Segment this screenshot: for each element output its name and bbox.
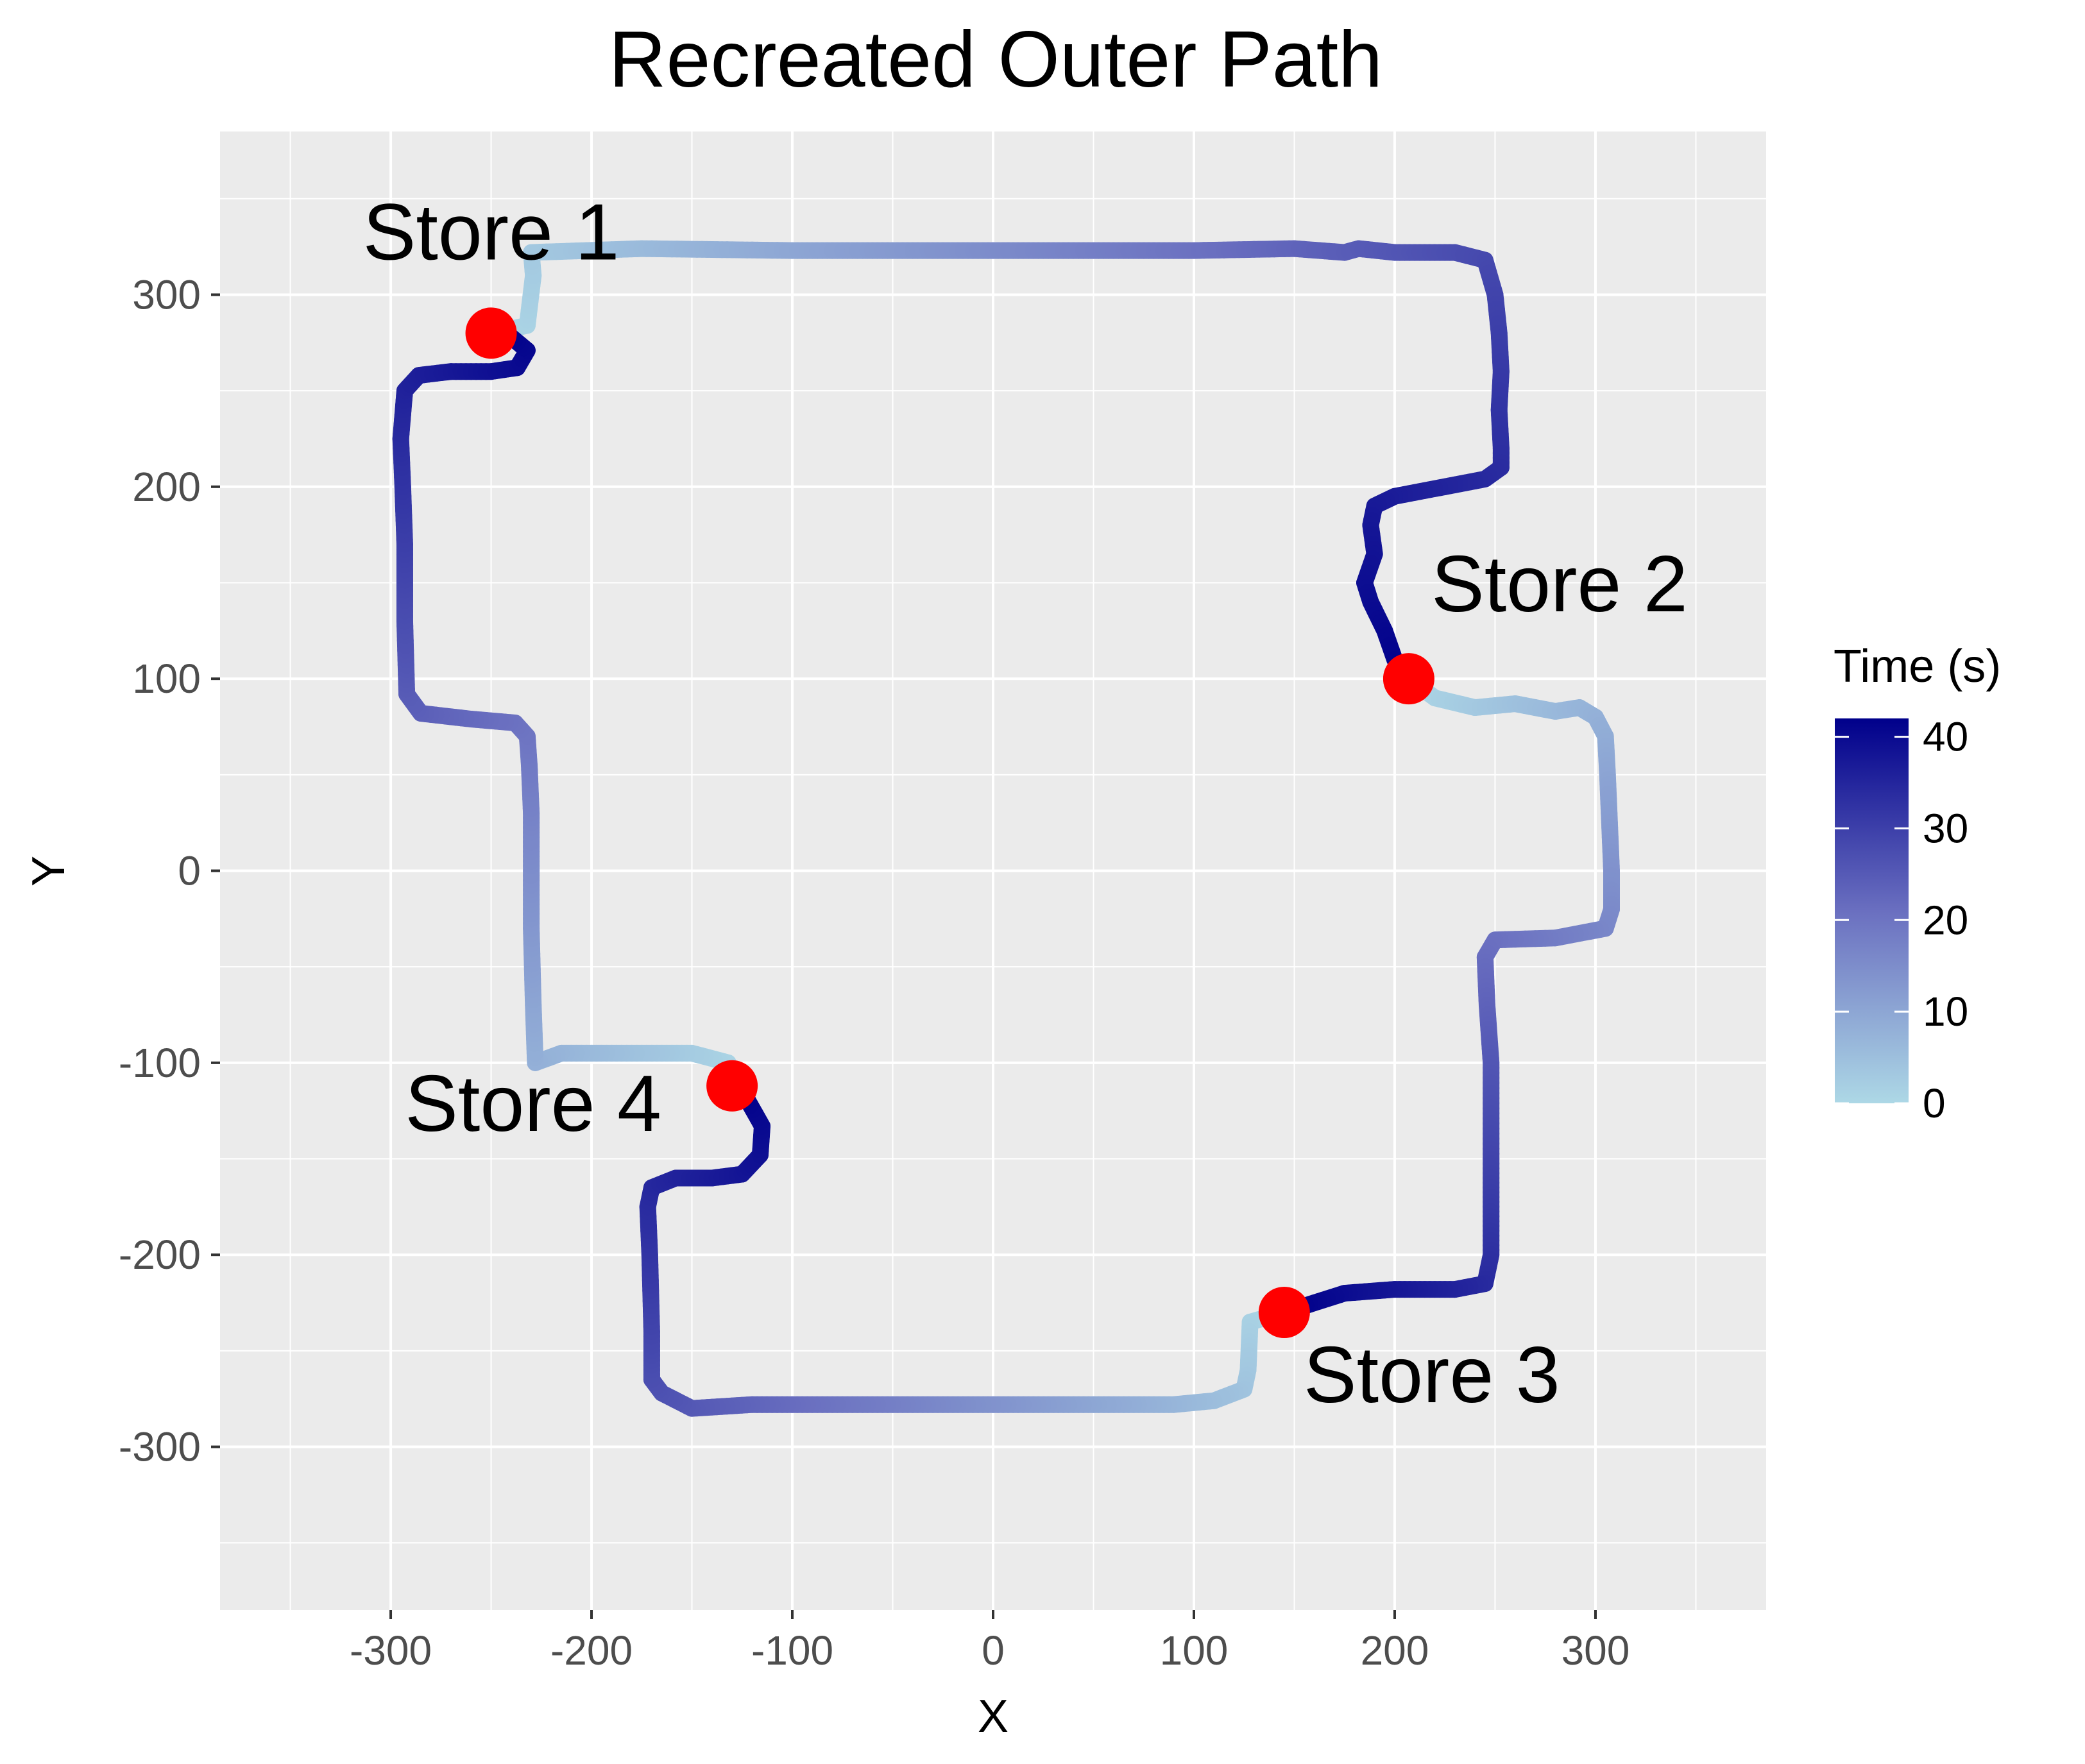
y-axis-title: Y (23, 856, 74, 886)
store-marker (1383, 653, 1434, 705)
legend-ticks: 40 30 20 10 0 (1835, 714, 1968, 1126)
x-axis-title: X (978, 1691, 1008, 1742)
x-tick-label: 0 (982, 1627, 1005, 1674)
store-marker (465, 307, 517, 359)
x-tick-label: 100 (1160, 1627, 1229, 1674)
x-tick-label: -100 (751, 1627, 833, 1674)
legend-tick-label: 0 (1923, 1080, 1946, 1126)
y-tick-label: -300 (119, 1424, 201, 1470)
legend-tick-label: 30 (1923, 805, 1968, 851)
chart-title: Recreated Outer Path (609, 15, 1383, 104)
y-tick-label: 0 (178, 848, 201, 894)
legend-tick-label: 40 (1923, 714, 1968, 760)
x-tick-label: -300 (350, 1627, 432, 1674)
y-tick-label: -100 (119, 1040, 201, 1086)
y-axis-ticks: 300 200 100 0 -100 -200 -300 (119, 271, 220, 1470)
y-tick-label: 200 (132, 464, 201, 510)
x-tick-label: -200 (550, 1627, 633, 1674)
y-tick-label: 100 (132, 656, 201, 702)
legend: Time (s) 40 30 20 10 0 (1834, 641, 2001, 1126)
x-tick-label: 300 (1562, 1627, 1630, 1674)
legend-tick-label: 20 (1923, 897, 1968, 943)
store-label: Store 2 (1431, 540, 1688, 629)
store-marker (1258, 1287, 1310, 1339)
store-markers: Store 1 Store 2 Store 3 Store 4 (363, 188, 1688, 1420)
legend-title: Time (s) (1834, 641, 2001, 692)
store-label: Store 3 (1304, 1331, 1560, 1420)
y-tick-label: 300 (132, 271, 201, 318)
path-line (392, 240, 1620, 1417)
store-label: Store 4 (405, 1060, 661, 1148)
x-tick-label: 200 (1361, 1627, 1429, 1674)
x-axis-ticks: -300 -200 -100 0 100 200 300 (350, 1610, 1630, 1674)
grid-lines (220, 131, 1766, 1610)
store-label: Store 1 (363, 188, 620, 276)
legend-colorbar (1835, 718, 1909, 1103)
legend-tick-label: 10 (1923, 988, 1968, 1035)
store-marker (706, 1060, 758, 1112)
y-tick-label: -200 (119, 1232, 201, 1278)
